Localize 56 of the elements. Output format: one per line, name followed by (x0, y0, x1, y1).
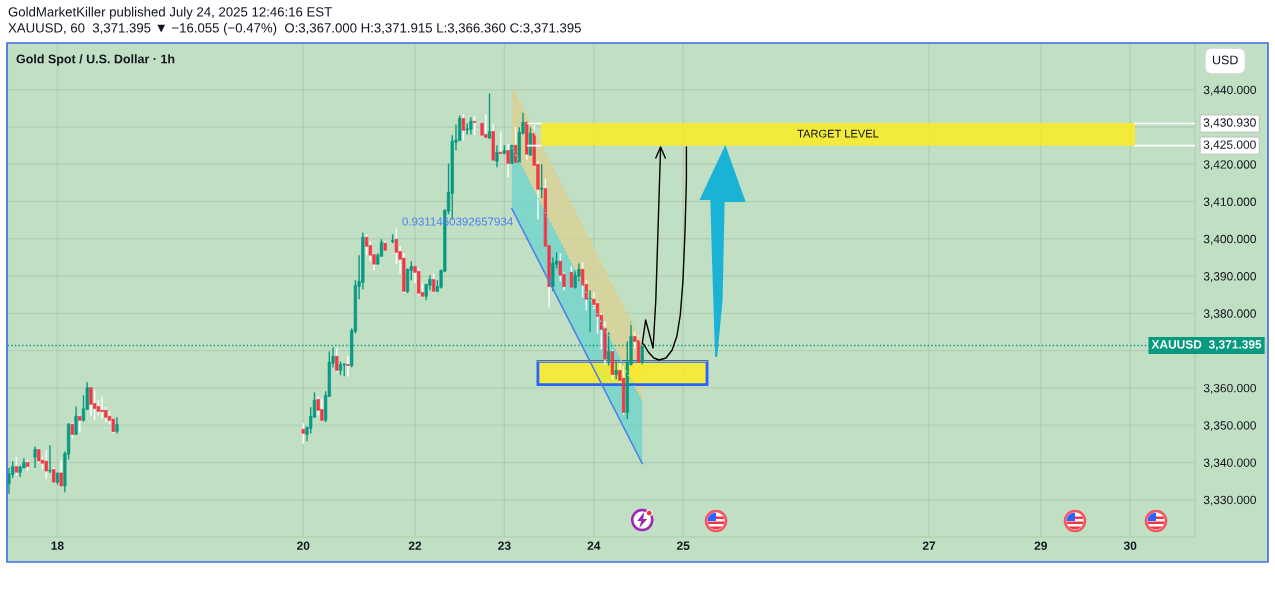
candlestick (59, 459, 63, 487)
y-tick-label: 3,410.000 (1203, 197, 1256, 208)
candlestick (405, 267, 410, 294)
chart-title: GoldMarketKiller published July 24, 2025 12:46:16 EST (8, 6, 332, 20)
y-tick-label: 3,350.000 (1203, 421, 1256, 432)
candlestick (495, 144, 499, 168)
x-tick-label: 25 (676, 541, 690, 550)
candlestick (301, 422, 305, 445)
candlestick (364, 233, 369, 256)
y-tick-label: 3,400.000 (1203, 234, 1256, 245)
candlestick (614, 360, 618, 381)
x-tick-label: 23 (498, 541, 511, 550)
series-label: 3,430.930 (1203, 118, 1256, 129)
x-tick-label: 27 (922, 541, 936, 550)
legend-label: 3,425.000 (1203, 140, 1256, 151)
candlestick (610, 348, 615, 381)
candlestick (93, 389, 97, 422)
candlestick (100, 395, 104, 420)
x-tick-label: 29 (1034, 541, 1047, 550)
x-tick-label: 18 (51, 541, 64, 550)
y-tick-label: 3,380.000 (1203, 309, 1256, 320)
text: USD (1212, 55, 1238, 65)
candlestick (461, 113, 466, 142)
candlestick (33, 445, 37, 469)
candlestick (484, 113, 488, 139)
y-tick-label: 3,440.000 (1203, 85, 1256, 96)
series-label: TARGET LEVEL (797, 129, 879, 138)
ref-line-label: XAUUSD 3,371.395 (1151, 340, 1262, 351)
y-tick-label: 3,420.000 (1203, 160, 1256, 171)
x-tick-label: 20 (297, 541, 310, 550)
candlestick (417, 267, 421, 297)
annotation: Gold Spot / U.S. Dollar · 1h (16, 54, 175, 66)
candlestick (74, 405, 78, 436)
candlestick (316, 395, 320, 417)
y-tick-label: 3,390.000 (1203, 272, 1256, 282)
x-tick-label: 24 (587, 541, 601, 550)
candlestick (528, 126, 533, 157)
candlestick (320, 397, 324, 422)
candlestick (506, 143, 510, 179)
candlestick (89, 385, 93, 417)
candlestick (335, 347, 339, 373)
chart-subtitle: XAUUSD, 60 3,371.395 ▼ −16.055 (−0.47%) O:3,367.000 H:3,371.915 L:3,366.360 C:3,371.395 (8, 22, 581, 36)
x-tick-label: 30 (1123, 541, 1137, 550)
y-tick-label: 3,360.000 (1203, 383, 1256, 394)
y-tick-label: 3,330.000 (1203, 495, 1256, 506)
y-tick-label: 3,340.000 (1203, 458, 1256, 469)
candlestick (499, 130, 503, 155)
candlestick (510, 144, 514, 165)
candlestick (551, 256, 555, 293)
candlestick (346, 355, 350, 378)
x-tick-label: 22 (408, 541, 422, 550)
candlestick (540, 163, 544, 199)
candlestick (48, 444, 52, 474)
candlestick (588, 289, 592, 334)
candlestick (44, 449, 48, 480)
candlestick (487, 92, 492, 139)
